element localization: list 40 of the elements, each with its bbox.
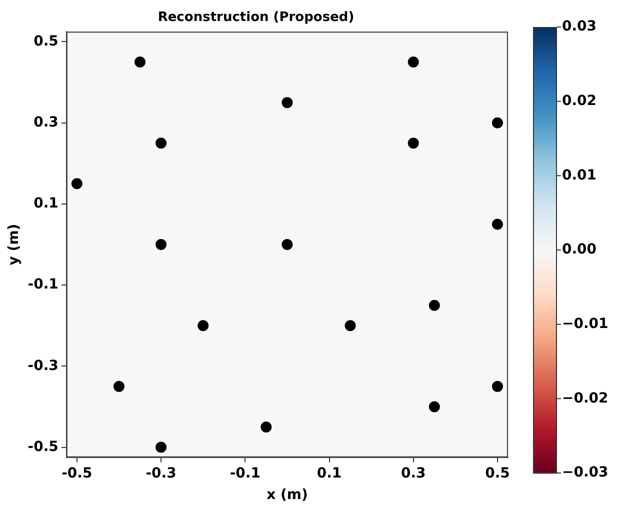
point	[428, 300, 440, 311]
point	[71, 178, 82, 190]
color-bar-label: 0.00	[562, 242, 597, 258]
x-tick-label: 0.3	[400, 465, 426, 482]
point	[344, 320, 356, 332]
chart-title: Reconstruction (Proposed)	[158, 10, 354, 26]
y-axis-title: y (m)	[6, 224, 22, 266]
x-axis-title: x (m)	[266, 487, 308, 504]
x-tick-label: 0.5	[485, 465, 510, 482]
x-tick-label: -0.3	[146, 465, 176, 482]
x-tick-label: 0.1	[316, 465, 342, 482]
point	[408, 56, 419, 68]
color-bar-label: −0.02	[562, 390, 608, 406]
y-tick-label: -0.1	[28, 276, 58, 293]
point	[113, 380, 124, 392]
point	[156, 138, 167, 149]
color-bar-label: 0.03	[562, 18, 597, 35]
point	[156, 239, 167, 250]
y-tick-label: 0.3	[34, 114, 58, 130]
color-bar-label: 0.02	[562, 92, 597, 109]
point	[282, 97, 293, 108]
color-bar-label: 0.01	[562, 167, 597, 184]
x-tick-label: -0.1	[230, 465, 260, 482]
point	[408, 138, 419, 149]
point	[198, 320, 209, 332]
x-tick-label: -0.5	[62, 465, 92, 482]
point	[156, 442, 167, 453]
point	[492, 218, 503, 230]
point	[260, 421, 272, 432]
y-tick-label: 0.1	[34, 196, 58, 212]
y-tick-label: -0.3	[28, 358, 58, 374]
y-tick-label: 0.5	[34, 33, 58, 50]
point	[134, 56, 146, 68]
point	[428, 401, 440, 412]
point	[492, 117, 503, 128]
color-bar-label: −0.03	[562, 464, 608, 481]
color-bar-label: −0.01	[562, 316, 608, 332]
point	[282, 239, 293, 250]
point	[492, 380, 503, 392]
y-tick-label: -0.5	[28, 438, 58, 455]
